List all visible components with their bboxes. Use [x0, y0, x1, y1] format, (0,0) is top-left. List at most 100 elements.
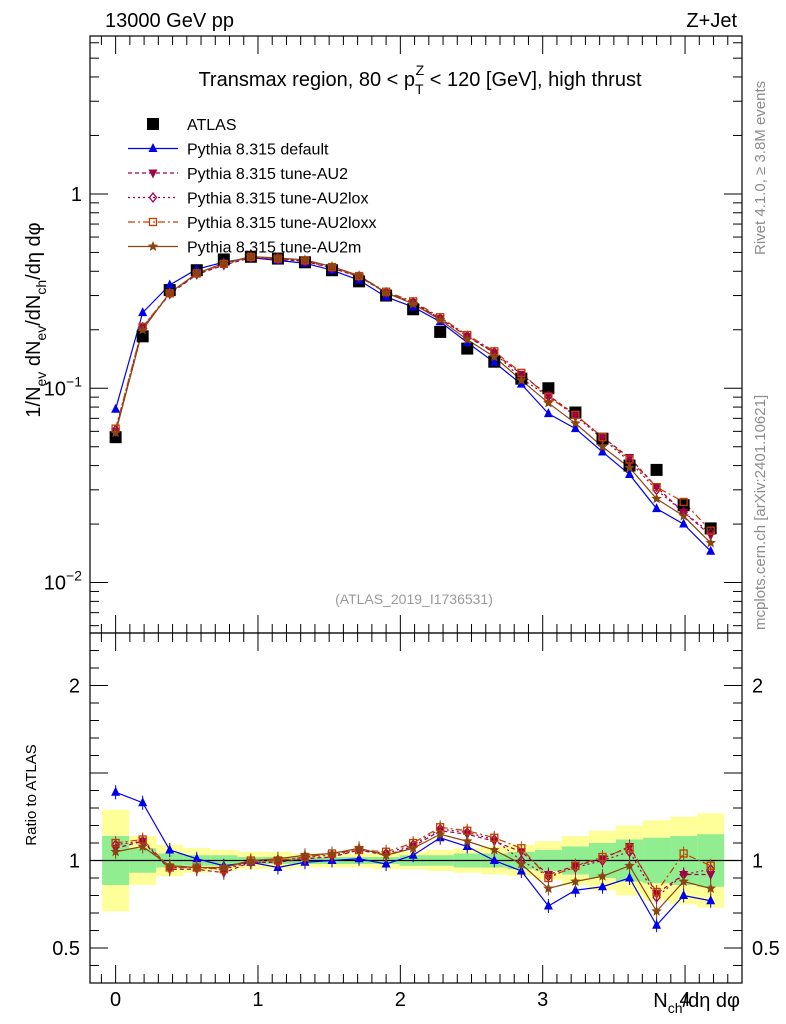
ratio-point-s4-20	[651, 905, 662, 916]
ratio-point-s0-16	[543, 900, 553, 910]
legend-label-5: Pythia 8.315 tune-AU2m	[187, 240, 361, 257]
ratio-point-s3-21	[679, 849, 688, 858]
ratio-y-axis-title: Ratio to ATLAS	[23, 744, 40, 845]
header: 13000 GeV pp Z+Jet	[105, 10, 737, 32]
mcplots-label: mcplots.cern.ch [arXiv:2401.10621]	[752, 395, 769, 630]
y-title-part1: 1/N	[23, 386, 45, 417]
main-point-s0-16	[542, 382, 555, 395]
ratio-y-tick-label-2: 2	[69, 676, 80, 698]
ratio-point-s3-20	[652, 887, 661, 897]
legend-marker-3	[148, 191, 158, 204]
main-point-s5-17	[570, 417, 581, 428]
main-point-s5-5	[245, 251, 257, 262]
main-y-axis-title: 1/Nev dNev/dNch/dη dφ	[23, 222, 49, 417]
ratio-y-tick-label-right-1: 1	[752, 851, 763, 873]
ratio-point-s4-14	[489, 844, 500, 855]
ratio-point-s4-0	[110, 846, 121, 857]
main-point-s3-12	[435, 312, 445, 324]
ratio-y-tick-label-1: 1	[69, 851, 80, 873]
main-point-s5-19	[624, 462, 635, 473]
main-point-s5-14	[489, 351, 500, 362]
ratio-point-s2-22	[706, 863, 716, 875]
ratio-y-tick-label-0: 0.5	[52, 938, 80, 960]
ratio-point-s0-1	[138, 797, 148, 807]
main-point-s5-8	[326, 261, 338, 271]
main-point-s1-16	[543, 408, 553, 418]
main-point-s3-11	[408, 296, 418, 308]
main-point-s0-0	[109, 431, 122, 444]
x-tick-label-0: 0	[110, 989, 121, 1011]
rivet-label: Rivet 4.1.0, ≥ 3.8M events	[752, 81, 769, 255]
legend-marker-1	[148, 143, 158, 152]
x-axis-title: Nch/dη dφ	[653, 990, 740, 1016]
main-point-s0-12	[434, 325, 447, 338]
legend-label-1: Pythia 8.315 default	[187, 142, 329, 159]
legend-label-2: Pythia 8.315 tune-AU2	[187, 166, 348, 183]
main-point-s4-22	[706, 526, 715, 535]
main-panel: 10−2 10−1 1 Transmax region, 80 < pTZ < 12…	[23, 35, 743, 634]
main-point-s5-3	[191, 267, 202, 278]
ratio-point-s0-18	[597, 881, 607, 891]
ratio-point-s4-8	[326, 848, 338, 858]
ratio-point-s2-19	[625, 846, 634, 858]
ratio-point-s0-10	[381, 858, 391, 868]
main-point-s5-1	[137, 324, 148, 335]
ratio-point-s4-21	[678, 876, 689, 886]
main-point-s5-4	[218, 257, 230, 268]
ratio-point-s4-22	[705, 883, 716, 893]
main-point-s1-18	[597, 446, 607, 456]
ratio-point-s3-18	[598, 852, 607, 862]
ratio-point-s4-2	[164, 860, 175, 871]
main-y-tick-label-2: 1	[71, 184, 82, 206]
y-title-sub2: ev	[33, 326, 49, 341]
title-text-part2: < 120 [GeV], high thrust	[424, 69, 642, 91]
main-point-s5-18	[597, 441, 608, 452]
y-title-part4: /dη dφ	[23, 222, 45, 279]
legend-marker-4	[148, 217, 158, 227]
ratio-point-s0-3	[192, 853, 202, 863]
x-tick-label-2: 2	[395, 989, 406, 1011]
ratio-point-s3-17	[571, 861, 580, 870]
ratio-point-s2-18	[598, 854, 607, 867]
x-title-part1: N	[653, 990, 667, 1012]
main-y-tick-label-1-exp: −1	[66, 373, 82, 389]
y-axis-title: 1/Nev dNev/dNch/dη dφ	[23, 222, 49, 417]
ratio-point-s3-19	[625, 844, 634, 853]
main-point-s5-16	[543, 397, 554, 408]
ratio-point-s4-9	[353, 842, 365, 853]
main-point-s5-11	[407, 298, 419, 309]
main-series-layer	[109, 250, 717, 555]
ratio-point-s3-15	[517, 844, 526, 853]
x-tick-label-4: 4	[679, 989, 690, 1011]
legend-marker-5	[147, 241, 159, 251]
legend-label-4: Pythia 8.315 tune-AU2loxx	[187, 215, 376, 232]
main-point-s1-2	[165, 279, 175, 289]
ratio-point-s4-1	[137, 841, 148, 851]
x-tick-label-3: 3	[537, 989, 548, 1011]
main-point-s5-2	[164, 287, 175, 298]
ratio-point-s4-16	[543, 883, 554, 893]
main-point-s1-22	[706, 545, 716, 555]
ratio-axes: 0.5 0.5 1 1 2 2 0 1 2 3 4	[52, 632, 780, 1011]
ratio-point-s0-17	[570, 884, 580, 894]
ratio-point-s4-5	[245, 855, 257, 865]
ratio-series-layer	[110, 785, 716, 933]
main-point-s5-10	[380, 287, 392, 298]
main-point-s4-20	[652, 482, 661, 492]
energy-label: 13000 GeV pp	[105, 10, 234, 32]
main-y-tick-label-1: 10−1	[44, 373, 82, 400]
main-point-s5-15	[516, 374, 527, 385]
ratio-point-s0-9	[354, 853, 364, 863]
main-point-s4-21	[679, 497, 688, 507]
y-title-sub1: ev	[33, 372, 49, 387]
main-point-s3-15	[517, 373, 526, 385]
analysis-id: (ATLAS_2019_I1736531)	[335, 591, 493, 607]
ratio-point-s3-22	[706, 861, 715, 870]
ratio-panel: 0.5 0.5 1 1 2 2 0 1 2 3 4 Ratio to ATLAS Nch/dη dφ	[23, 632, 780, 1016]
legend: ATLAS Pythia 8.315 default Pythia 8.315 tu…	[128, 117, 376, 257]
main-point-s1-19	[625, 468, 635, 478]
ratio-point-s3-14	[490, 833, 499, 842]
ratio-point-s0-21	[679, 890, 689, 899]
ratio-point-s0-2	[165, 844, 175, 854]
